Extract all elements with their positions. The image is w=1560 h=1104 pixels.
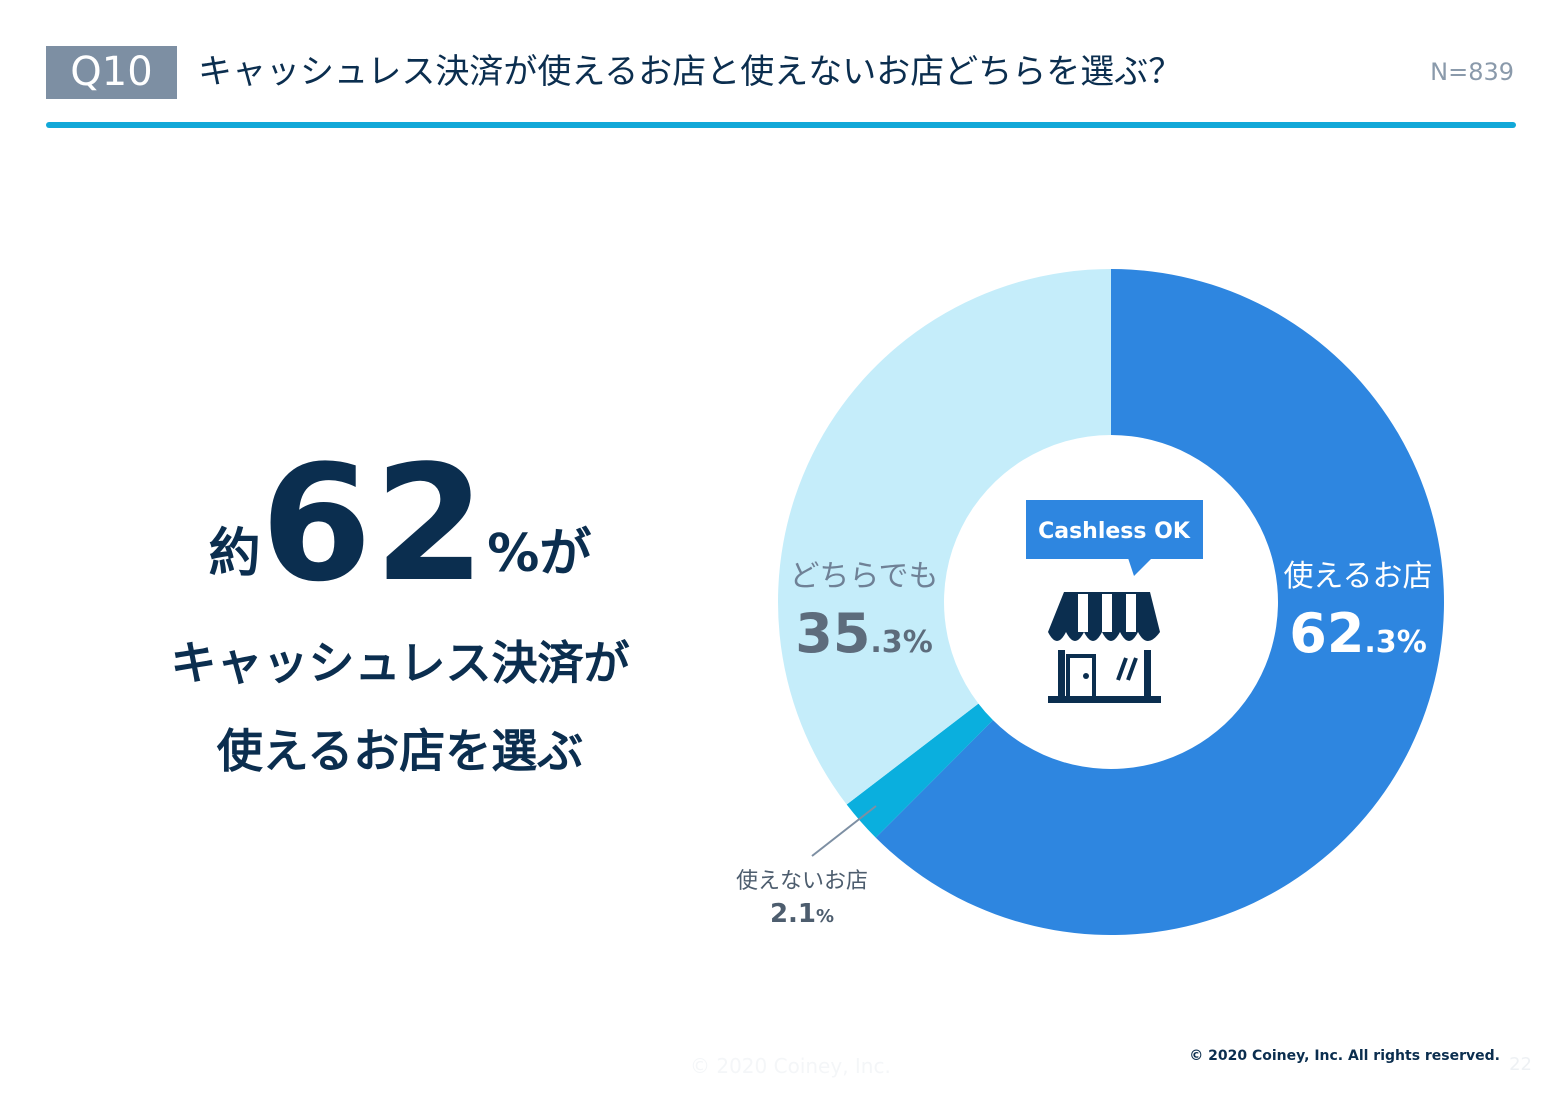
usable-name: 使えるお店 [1283,559,1432,594]
headline-main: 約62%が [209,430,592,617]
slice-label-either: どちらでも 35.3% [789,559,938,665]
donut-slice-2 [846,703,994,838]
page-title: キャッシュレス決済が使えるお店と使えないお店どちらを選ぶ？ [198,52,1183,92]
header: Q10 キャッシュレス決済が使えるお店と使えないお店どちらを選ぶ？ N=839 [46,46,1514,100]
headline-prefix: 約 [208,524,261,584]
donut-slices [777,269,1444,935]
header-divider [46,122,1516,128]
unusable-name: 使えないお店 [736,869,868,894]
sign-pointer [1128,558,1152,576]
page-number: 22 [1509,1054,1532,1075]
either-value: 35.3% [795,602,933,665]
leader-line [811,805,877,857]
unusable-value: 2.1% [770,899,834,929]
donut-slice-3 [777,269,1111,805]
headline-number: 62 [260,430,488,617]
usable-value: 62.3% [1289,602,1427,665]
footer-ghost: © 2020 Coiney, Inc. [690,1054,891,1078]
slice-label-unusable: 使えないお店 2.1% [736,869,868,929]
donut-slice-1 [875,269,1444,935]
sample-size: N=839 [1430,58,1514,86]
sign-box [1026,500,1203,559]
copyright: © 2020 Coiney, Inc. All rights reserved. [1189,1048,1500,1064]
sign-text: Cashless OK [1038,519,1191,544]
headline-line2: キャッシュレス決済が [170,636,630,690]
either-name: どちらでも [789,559,938,594]
headline: 約62%が キャッシュレス決済が 使えるお店を選ぶ [60,430,740,793]
cashless-sign: Cashless OK [1026,500,1203,576]
storefront-icon [1048,592,1161,703]
slice-label-usable: 使えるお店 62.3% [1283,559,1432,665]
headline-suffix: %が [487,524,592,584]
headline-line3: 使えるお店を選ぶ [216,724,584,778]
question-badge: Q10 [46,46,177,99]
